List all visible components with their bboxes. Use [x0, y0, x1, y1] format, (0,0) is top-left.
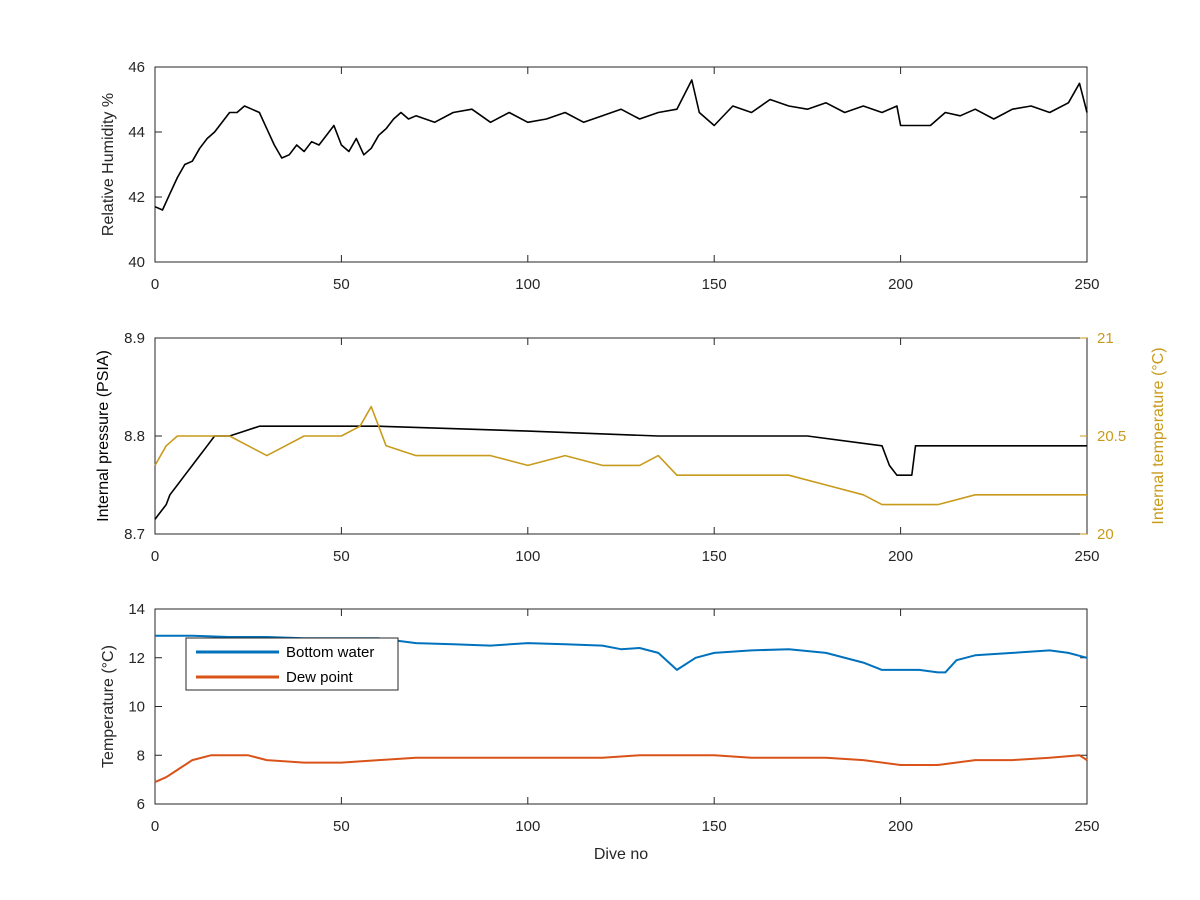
humidity-panel: 0 50 100 150 200 250 40 42 44 46 Relative Humidit… — [100, 59, 1100, 293]
temperature-y-tick-label: 6 — [137, 796, 145, 813]
pressure-series-0-line — [154, 425, 1087, 520]
legend-box — [185, 637, 399, 691]
humidity-y-tick-label: 40 — [128, 254, 145, 271]
pressure-y-tick-label: 8.8 — [124, 428, 145, 445]
humidity-x-tick-label: 200 — [888, 276, 913, 293]
pressure-x-tick-label: 150 — [702, 548, 727, 565]
humidity-x-tick-label: 250 — [1074, 276, 1099, 293]
pressure-y-tick-label: 8.9 — [124, 330, 145, 347]
humidity-x-tick-label: 0 — [151, 276, 159, 293]
humidity-y-tick-label: 44 — [128, 124, 145, 141]
temperature-x-tick-label: 150 — [702, 818, 727, 835]
humidity-axes-box — [154, 66, 1088, 263]
temperature-x-tick-label: 100 — [515, 818, 540, 835]
temperature-y-tick-label: 12 — [128, 650, 145, 667]
pressure-x-tick-label: 250 — [1074, 548, 1099, 565]
pressure-x-tick-label: 0 — [151, 548, 159, 565]
pressure-y-tick-label: 8.7 — [124, 526, 145, 543]
temperature-x-tick-label: 250 — [1074, 818, 1099, 835]
pressure-temperature-panel: 0 50 100 150 200 250 8.7 8.8 8.9 20 20.5 21 Interna… — [95, 330, 1167, 565]
temperature-x-tick-label: 200 — [888, 818, 913, 835]
pressure-y-right-tick-label: 21 — [1097, 330, 1114, 347]
pressure-series-1-line — [154, 405, 1087, 506]
temperature-y-tick-label: 10 — [128, 699, 145, 716]
humidity-y-tick-label: 46 — [128, 59, 145, 76]
pressure-axes-box — [154, 337, 1088, 535]
humidity-series-0-line — [154, 79, 1088, 211]
pressure-x-tick-label: 50 — [333, 548, 350, 565]
pressure-y-axis-label: Internal pressure (PSIA) — [95, 350, 112, 522]
pressure-y-right-tick-label: 20 — [1097, 526, 1114, 543]
temperature-y-axis-label: Temperature (°C) — [100, 645, 117, 768]
humidity-x-tick-label: 100 — [515, 276, 540, 293]
humidity-x-tick-label: 150 — [702, 276, 727, 293]
pressure-plot-layer: 0 50 100 150 200 250 8.7 8.8 8.9 20 20.5 21 — [124, 330, 1126, 565]
legend-label-dew-point: Dew point — [286, 669, 354, 686]
humidity-y-axis-label: Relative Humidity % — [100, 93, 117, 236]
temperature-y-tick-label: 8 — [137, 747, 145, 764]
temperature-y-tick-label: 14 — [128, 601, 145, 618]
legend: Bottom water Dew point — [185, 637, 399, 691]
pressure-x-tick-label: 200 — [888, 548, 913, 565]
humidity-y-tick-label: 42 — [128, 189, 145, 206]
dew-point-line — [154, 754, 1088, 784]
x-axis-label: Dive no — [594, 846, 648, 863]
legend-label-bottom-water: Bottom water — [286, 644, 374, 661]
humidity-plot-layer: 0 50 100 150 200 250 40 42 44 46 — [128, 59, 1099, 293]
humidity-x-tick-label: 50 — [333, 276, 350, 293]
internal-temperature-y-axis-label: Internal temperature (°C) — [1150, 347, 1167, 524]
temperature-x-tick-label: 0 — [151, 818, 159, 835]
temperature-panel: 0 50 100 150 200 250 6 8 10 12 14 Temperature (°C)… — [100, 601, 1100, 863]
pressure-x-tick-label: 100 — [515, 548, 540, 565]
temperature-x-tick-label: 50 — [333, 818, 350, 835]
pressure-y-right-tick-label: 20.5 — [1097, 428, 1126, 445]
